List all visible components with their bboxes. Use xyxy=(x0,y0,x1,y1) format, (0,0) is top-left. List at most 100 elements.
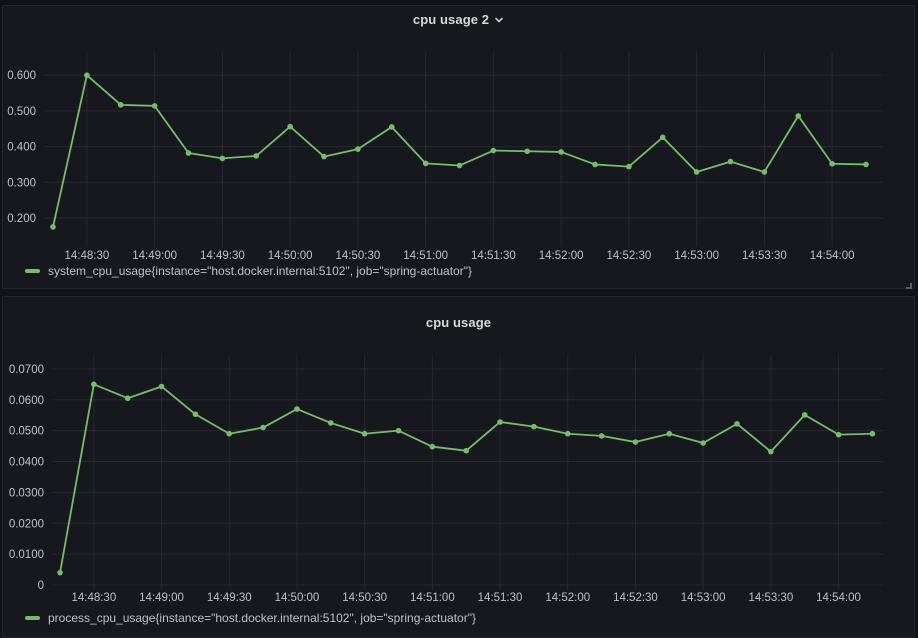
data-point[interactable] xyxy=(768,448,774,455)
y-axis-tick-label: 0.0100 xyxy=(9,549,44,561)
data-point[interactable] xyxy=(57,569,63,576)
data-point[interactable] xyxy=(185,150,192,156)
x-axis-tick-label: 14:52:30 xyxy=(606,250,651,262)
panel-header-cpu-usage[interactable]: cpu usage xyxy=(3,297,914,347)
x-axis-tick-label: 14:51:00 xyxy=(410,592,455,604)
data-point[interactable] xyxy=(801,412,808,418)
data-point[interactable] xyxy=(693,169,700,175)
data-point[interactable] xyxy=(666,430,673,437)
x-axis-tick-label: 14:52:00 xyxy=(545,592,590,604)
x-axis-tick-label: 14:49:30 xyxy=(207,592,252,604)
data-point[interactable] xyxy=(835,431,842,438)
legend-label: process_cpu_usage{instance="host.docker.… xyxy=(48,611,476,625)
y-axis-tick-label: 0.200 xyxy=(7,213,36,225)
data-point[interactable] xyxy=(564,430,571,437)
data-point[interactable] xyxy=(531,423,537,430)
data-point[interactable] xyxy=(294,406,300,412)
x-axis-tick-label: 14:52:30 xyxy=(613,592,658,604)
y-axis-tick-label: 0.0700 xyxy=(9,364,44,376)
x-axis-tick-label: 14:53:00 xyxy=(674,250,719,262)
data-point[interactable] xyxy=(287,123,293,130)
data-point[interactable] xyxy=(463,447,470,454)
y-axis-tick-label: 0.500 xyxy=(7,106,36,118)
data-point[interactable] xyxy=(727,158,734,165)
panel-title: cpu usage 2 xyxy=(412,11,490,27)
data-point[interactable] xyxy=(226,430,233,437)
data-point[interactable] xyxy=(869,430,876,437)
legend-swatch xyxy=(25,616,40,620)
panel-resize-handle[interactable] xyxy=(902,276,912,289)
x-axis-tick-label: 14:50:30 xyxy=(342,592,387,604)
data-point[interactable] xyxy=(192,411,199,418)
data-point[interactable] xyxy=(829,160,835,167)
data-point[interactable] xyxy=(328,420,334,426)
y-axis-tick-label: 0 xyxy=(38,580,44,592)
data-point[interactable] xyxy=(321,153,327,160)
data-point[interactable] xyxy=(50,224,56,230)
panel-title: cpu usage xyxy=(425,314,492,330)
data-point[interactable] xyxy=(158,383,165,390)
x-axis-tick-label: 14:51:30 xyxy=(478,592,523,604)
y-axis-tick-label: 0.300 xyxy=(7,177,36,189)
data-point[interactable] xyxy=(632,439,639,445)
data-point[interactable] xyxy=(761,169,768,175)
data-point[interactable] xyxy=(558,149,564,155)
data-point[interactable] xyxy=(863,161,869,168)
data-point[interactable] xyxy=(124,395,131,402)
legend-item-process-cpu-usage[interactable]: process_cpu_usage{instance="host.docker.… xyxy=(25,609,914,627)
y-axis-tick-label: 0.0300 xyxy=(9,487,44,499)
data-point[interactable] xyxy=(84,72,90,79)
y-axis-tick-label: 0.0400 xyxy=(9,457,44,469)
y-axis-tick-label: 0.0500 xyxy=(9,426,44,438)
data-point[interactable] xyxy=(598,433,605,439)
data-point[interactable] xyxy=(626,163,632,170)
cpu-usage-chart[interactable]: 0.0700 0.0600 0.0500 0.0400 0.0300 0.0200 0.01… xyxy=(3,347,913,609)
data-point[interactable] xyxy=(219,155,226,162)
data-point[interactable] xyxy=(151,103,158,109)
data-point[interactable] xyxy=(395,427,402,434)
x-axis-tick-label: 14:48:30 xyxy=(64,250,109,262)
data-point[interactable] xyxy=(795,113,802,119)
data-point[interactable] xyxy=(429,443,436,450)
y-axis-tick-label: 0.0200 xyxy=(9,518,44,530)
x-axis-tick-label: 14:48:30 xyxy=(71,592,116,604)
x-axis-tick-label: 14:51:30 xyxy=(471,250,516,262)
data-point[interactable] xyxy=(117,102,124,108)
y-axis-tick-label: 0.0600 xyxy=(9,395,44,407)
data-point[interactable] xyxy=(388,124,395,130)
x-axis-tick-label: 14:49:00 xyxy=(139,592,184,604)
data-point[interactable] xyxy=(497,419,503,425)
x-axis-tick-label: 14:49:00 xyxy=(132,250,177,262)
data-point[interactable] xyxy=(592,161,598,168)
data-point[interactable] xyxy=(524,148,531,155)
x-axis-tick-label: 14:51:00 xyxy=(403,250,448,262)
cpu-usage-2-chart[interactable]: 0.600 0.500 0.400 0.300 0.200 14:48:30 14:49:0… xyxy=(3,32,913,262)
data-point[interactable] xyxy=(700,440,706,446)
legend-label: system_cpu_usage{instance="host.docker.i… xyxy=(48,264,472,278)
x-axis-tick-label: 14:52:00 xyxy=(539,250,584,262)
data-point[interactable] xyxy=(456,162,463,169)
panel-header-cpu-usage-2[interactable]: cpu usage 2 xyxy=(3,6,914,32)
data-point[interactable] xyxy=(253,153,260,159)
y-axis-tick-label: 0.600 xyxy=(7,70,36,82)
data-point[interactable] xyxy=(490,147,497,154)
x-axis-tick-label: 14:50:00 xyxy=(275,592,320,604)
panel-cpu-usage: cpu usage 0.0700 0.0600 0.0500 0.0400 0.0300… xyxy=(2,296,915,638)
x-axis-tick-label: 14:53:30 xyxy=(742,250,787,262)
data-point[interactable] xyxy=(91,381,97,388)
x-axis-tick-label: 14:54:00 xyxy=(810,250,855,262)
data-point[interactable] xyxy=(422,160,429,167)
legend-item-system-cpu-usage[interactable]: system_cpu_usage{instance="host.docker.i… xyxy=(25,262,914,280)
data-point[interactable] xyxy=(659,134,666,141)
data-point[interactable] xyxy=(260,424,266,431)
legend-swatch xyxy=(25,269,40,273)
x-axis-tick-label: 14:50:00 xyxy=(268,250,313,262)
x-axis-tick-label: 14:53:00 xyxy=(681,592,726,604)
panel-cpu-usage-2: cpu usage 2 0.600 0.500 0.400 0.300 0.200 14:… xyxy=(2,5,915,289)
data-point[interactable] xyxy=(361,430,368,437)
chevron-down-icon[interactable] xyxy=(494,15,504,25)
x-axis-tick-label: 14:53:30 xyxy=(748,592,793,604)
data-point[interactable] xyxy=(355,146,361,152)
series-line xyxy=(52,74,867,228)
data-point[interactable] xyxy=(734,421,740,427)
